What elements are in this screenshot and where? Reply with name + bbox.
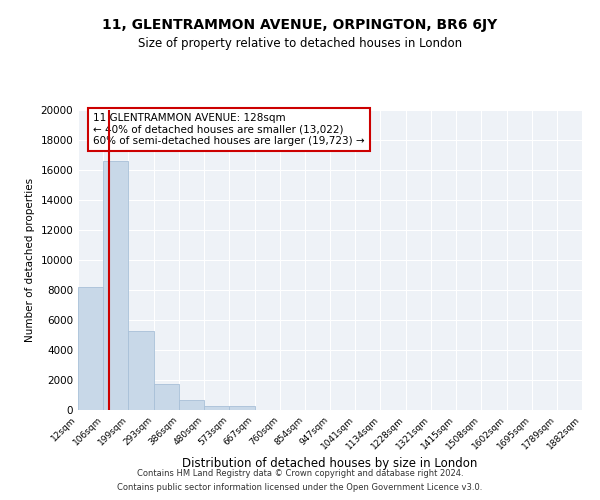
Text: Contains public sector information licensed under the Open Government Licence v3: Contains public sector information licen… bbox=[118, 484, 482, 492]
Bar bbox=[229, 406, 254, 410]
Text: Contains HM Land Registry data © Crown copyright and database right 2024.: Contains HM Land Registry data © Crown c… bbox=[137, 468, 463, 477]
Bar bbox=[78, 287, 103, 410]
Text: 11, GLENTRAMMON AVENUE, ORPINGTON, BR6 6JY: 11, GLENTRAMMON AVENUE, ORPINGTON, BR6 6… bbox=[103, 18, 497, 32]
Bar bbox=[128, 330, 154, 410]
Bar bbox=[179, 400, 204, 410]
Text: 11 GLENTRAMMON AVENUE: 128sqm
← 40% of detached houses are smaller (13,022)
60% : 11 GLENTRAMMON AVENUE: 128sqm ← 40% of d… bbox=[93, 113, 365, 146]
Text: Size of property relative to detached houses in London: Size of property relative to detached ho… bbox=[138, 38, 462, 51]
Bar bbox=[103, 161, 128, 410]
X-axis label: Distribution of detached houses by size in London: Distribution of detached houses by size … bbox=[182, 456, 478, 469]
Y-axis label: Number of detached properties: Number of detached properties bbox=[25, 178, 35, 342]
Bar bbox=[204, 406, 229, 410]
Bar bbox=[154, 384, 179, 410]
